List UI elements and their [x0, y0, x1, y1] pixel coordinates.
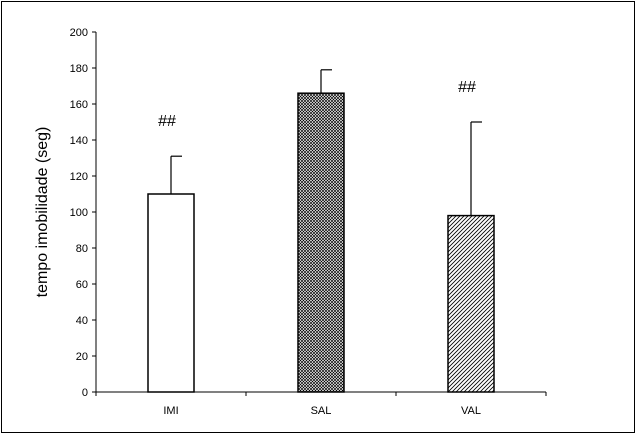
y-axis-title: tempo imobilidade (seg) — [34, 127, 51, 298]
annotation-val: ## — [458, 79, 476, 96]
y-tick-label: 100 — [70, 207, 88, 219]
y-tick-label: 40 — [76, 315, 88, 327]
y-tick-label: 200 — [70, 27, 88, 39]
x-tick-label-sal: SAL — [311, 405, 332, 417]
x-tick-label-val: VAL — [461, 405, 481, 417]
y-tick-label: 20 — [76, 351, 88, 363]
y-tick-label: 60 — [76, 279, 88, 291]
bars — [147, 69, 495, 393]
y-tick-label: 160 — [70, 99, 88, 111]
y-tick-label: 180 — [70, 63, 88, 75]
x-tick-label-imi: IMI — [163, 405, 178, 417]
y-tick-label: 140 — [70, 135, 88, 147]
bar-val — [447, 214, 495, 393]
annotation-imi: ## — [158, 113, 176, 130]
y-tick-label: 0 — [82, 387, 88, 399]
bar-imi — [147, 193, 195, 393]
labels: 0 20 40 60 80 100 120 140 160 180 200 ## IMI SAL ## VAL… — [34, 27, 481, 417]
y-tick-label: 120 — [70, 171, 88, 183]
bar-sal — [297, 92, 345, 393]
y-tick-label: 80 — [76, 243, 88, 255]
